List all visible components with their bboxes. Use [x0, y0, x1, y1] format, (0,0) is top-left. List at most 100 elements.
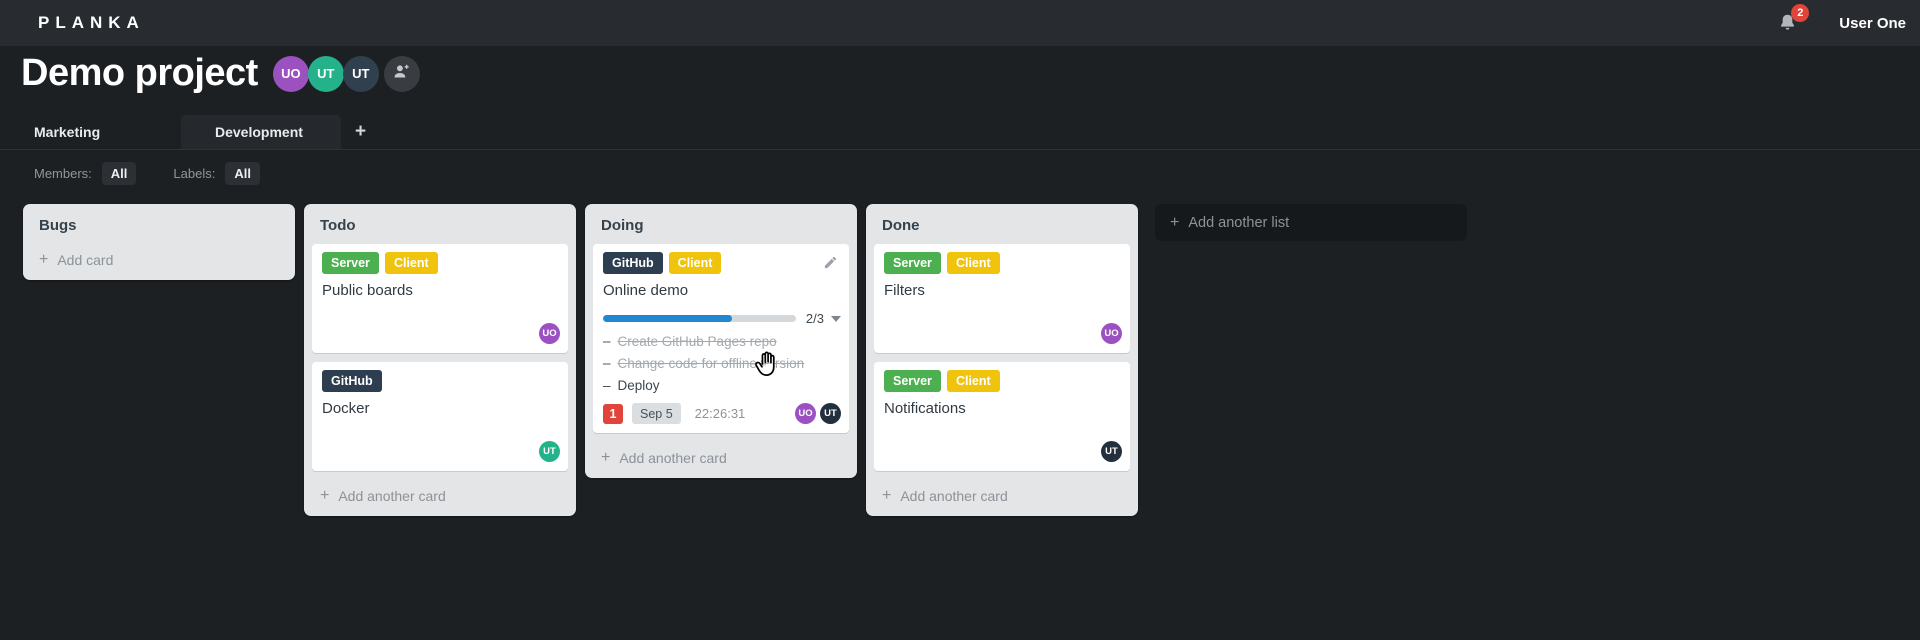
card-labels: GitHub	[322, 370, 560, 392]
card-members: UT	[884, 441, 1122, 462]
labels-filter-value[interactable]: All	[225, 162, 260, 185]
board: Bugs + Add card Todo Server Client Publi…	[23, 204, 1467, 516]
plus-icon: +	[882, 487, 892, 504]
card-labels: Server Client	[322, 252, 560, 274]
chevron-down-icon[interactable]	[831, 315, 841, 322]
avatar[interactable]: UO	[539, 323, 560, 344]
add-card-button[interactable]: + Add card	[23, 244, 295, 273]
label-badge: Server	[884, 370, 941, 392]
plus-icon: +	[601, 449, 611, 466]
progress-bar-fill	[603, 315, 733, 322]
filter-bar: Members: All Labels: All	[34, 162, 297, 185]
tab-marketing[interactable]: Marketing	[34, 124, 101, 140]
members-filter-label: Members:	[34, 166, 92, 181]
label-badge: Server	[884, 252, 941, 274]
avatar[interactable]: UT	[1101, 441, 1122, 462]
person-plus-icon	[392, 62, 411, 86]
task-text: Deploy	[617, 377, 660, 393]
bell-icon	[1777, 12, 1799, 34]
progress-count: 2/3	[805, 311, 824, 326]
card-members: UO	[322, 323, 560, 344]
project-title[interactable]: Demo project	[21, 52, 258, 94]
card-filters[interactable]: Server Client Filters UO	[874, 244, 1130, 353]
card-labels: Server Client	[884, 370, 1122, 392]
tab-development[interactable]: Development	[181, 115, 341, 149]
card-members: UO UT	[795, 403, 841, 424]
notifications-button[interactable]: 2	[1777, 4, 1810, 34]
card-members: UO	[884, 323, 1122, 344]
card-notifications[interactable]: Server Client Notifications UT	[874, 362, 1130, 471]
add-card-label: Add another card	[619, 450, 727, 466]
list-title[interactable]: Bugs	[39, 217, 77, 234]
list-title[interactable]: Doing	[601, 217, 644, 234]
label-badge: Client	[946, 370, 1000, 392]
card-labels: Server Client	[884, 252, 1122, 274]
project-header: Demo project UO UT UT	[21, 52, 420, 95]
card-docker[interactable]: GitHub Docker UT	[312, 362, 568, 471]
timer-value[interactable]: 22:26:31	[694, 406, 746, 421]
labels-filter-label: Labels:	[173, 166, 216, 181]
task-item[interactable]: – Create GitHub Pages repo	[603, 330, 841, 352]
add-card-button[interactable]: + Add another card	[866, 480, 1138, 509]
task-text: Change code for offline version	[617, 355, 805, 371]
plus-icon: +	[39, 251, 49, 268]
add-card-label: Add another card	[900, 488, 1008, 504]
members-filter-value[interactable]: All	[101, 162, 137, 185]
task-item[interactable]: – Change code for offline version	[603, 352, 841, 374]
card-labels: GitHub Client	[603, 252, 841, 274]
list-bugs: Bugs + Add card	[23, 204, 295, 280]
notification-count-badge: 2	[1791, 4, 1810, 22]
label-badge: Client	[668, 252, 722, 274]
card-title: Public boards	[322, 282, 413, 299]
card-title: Filters	[884, 282, 925, 299]
label-badge: GitHub	[322, 370, 382, 392]
tasks-progress[interactable]: 2/3	[603, 311, 841, 326]
avatar[interactable]: UT	[342, 55, 379, 92]
edit-card-button[interactable]	[823, 255, 838, 275]
topbar-right: 2 User One	[1777, 4, 1906, 34]
user-menu[interactable]: User One	[1839, 14, 1906, 32]
card-members: UT	[322, 441, 560, 462]
avatar[interactable]: UT	[539, 441, 560, 462]
card-badges: 1 Sep 5 22:26:31 UO UT	[603, 403, 841, 424]
top-bar: PLANKA 2 User One	[0, 0, 1920, 46]
add-card-label: Add card	[57, 252, 114, 268]
plus-icon: +	[1170, 213, 1180, 231]
task-marker: –	[603, 355, 611, 371]
task-marker: –	[603, 333, 611, 349]
add-member-button[interactable]	[383, 55, 420, 92]
list-doing: Doing GitHub Client Online demo 2	[585, 204, 857, 478]
avatar[interactable]: UT	[820, 403, 841, 424]
due-date-badge[interactable]: Sep 5	[632, 403, 681, 424]
planka-logo[interactable]: PLANKA	[38, 13, 145, 32]
avatar[interactable]: UO	[1101, 323, 1122, 344]
list-todo: Todo Server Client Public boards UO GitH…	[304, 204, 576, 516]
avatar[interactable]: UO	[272, 55, 309, 92]
avatar[interactable]: UO	[795, 403, 816, 424]
label-badge: Client	[384, 252, 438, 274]
card-public-boards[interactable]: Server Client Public boards UO	[312, 244, 568, 353]
label-badge: Client	[946, 252, 1000, 274]
stopwatch-badge[interactable]: 1	[603, 403, 623, 424]
task-item[interactable]: – Deploy	[603, 374, 841, 396]
add-list-button[interactable]: + Add another list	[1155, 204, 1467, 241]
list-done: Done Server Client Filters UO Server Cli…	[866, 204, 1138, 516]
add-card-label: Add another card	[338, 488, 446, 504]
add-card-button[interactable]: + Add another card	[585, 442, 857, 471]
card-title: Notifications	[884, 400, 966, 417]
list-title[interactable]: Todo	[320, 217, 356, 234]
plus-icon: +	[320, 487, 330, 504]
avatar[interactable]: UT	[307, 55, 344, 92]
project-members: UO UT UT	[272, 55, 420, 92]
board-tabs: Marketing Development +	[0, 115, 366, 149]
add-board-button[interactable]: +	[355, 121, 367, 142]
card-online-demo[interactable]: GitHub Client Online demo 2/3 – Create Gi…	[593, 244, 849, 433]
task-text: Create GitHub Pages repo	[617, 333, 777, 349]
list-title[interactable]: Done	[882, 217, 920, 234]
add-list-label: Add another list	[1188, 214, 1290, 231]
label-badge: Server	[322, 252, 379, 274]
add-card-button[interactable]: + Add another card	[304, 480, 576, 509]
card-title: Docker	[322, 400, 370, 417]
tabs-divider	[0, 149, 1920, 150]
pencil-icon	[823, 256, 838, 274]
